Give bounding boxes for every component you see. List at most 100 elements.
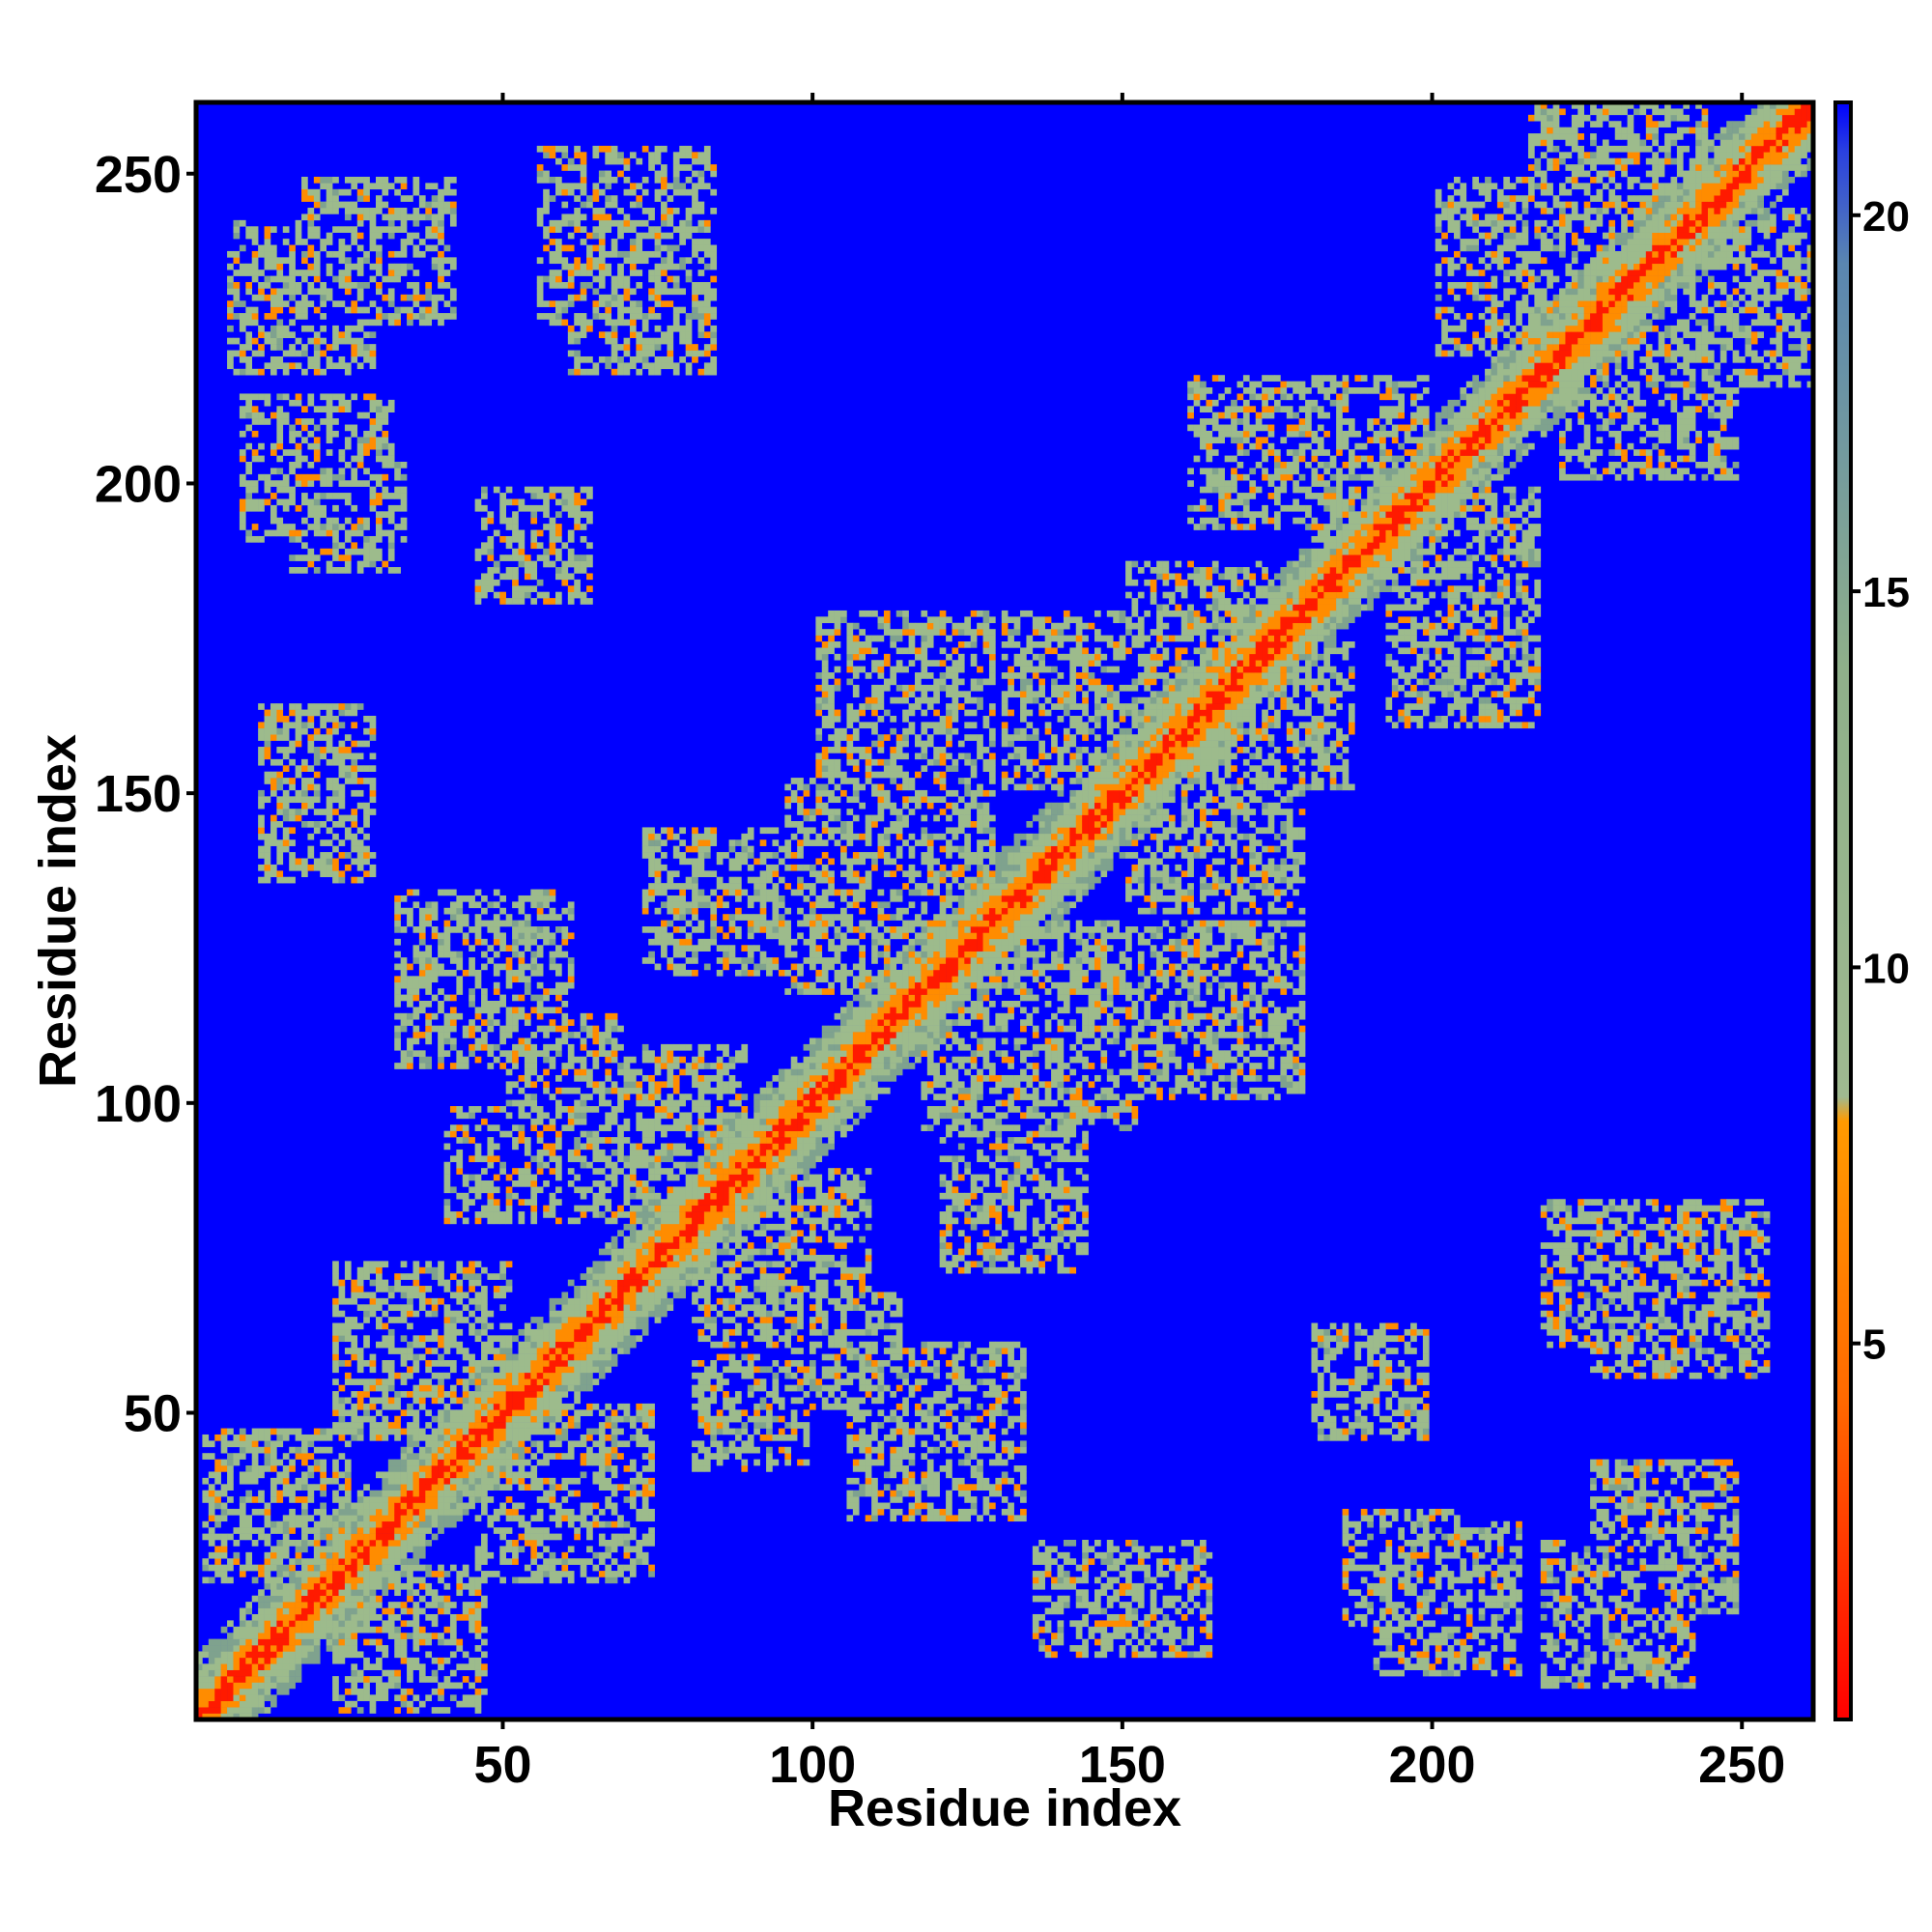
heatmap-cell [289,244,296,252]
heatmap-cell [530,542,538,550]
heatmap-cell [407,1484,413,1491]
heatmap-cell [536,1366,544,1374]
heatmap-cell [276,275,284,283]
heatmap-cell [567,275,575,283]
heatmap-cell [524,1434,531,1441]
heatmap-cell [499,598,506,605]
heatmap-cell [425,1540,433,1547]
heatmap-cell [400,524,408,530]
heatmap-cell [449,957,457,964]
heatmap-cell [555,988,562,995]
heatmap-cell [239,480,246,487]
heatmap-cell [574,1328,581,1336]
heatmap-cell [332,473,339,481]
heatmap-cell [289,1669,296,1677]
heatmap-cell [518,1520,526,1528]
heatmap-cell [412,300,420,307]
heatmap-cell [487,1012,495,1020]
heatmap-cell [412,1341,420,1349]
heatmap-cell [487,1515,495,1522]
heatmap-cell [555,1366,562,1374]
heatmap-cell [449,1186,457,1194]
heatmap-cell [239,1638,246,1646]
heatmap-cell [394,1001,401,1008]
heatmap-cell [586,560,593,568]
heatmap-cell [418,1477,426,1485]
heatmap-cell [356,1626,364,1634]
heatmap-cell [469,1415,475,1423]
heatmap-cell [332,1589,339,1597]
heatmap-cell [382,1391,389,1398]
heatmap-cell [313,1645,321,1652]
heatmap-cell [449,1019,457,1026]
heatmap-cell [505,1546,513,1553]
heatmap-cell [474,1582,482,1590]
heatmap-cell [512,1459,519,1466]
heatmap-cell [512,1434,519,1441]
heatmap-cell [338,337,346,345]
heatmap-cell [245,1633,253,1639]
heatmap-cell [369,1613,377,1621]
heatmap-cell [474,1403,482,1410]
heatmap-cell [530,1403,538,1410]
heatmap-cell [574,579,581,586]
heatmap-cell [276,319,284,327]
heatmap-cell [543,1490,550,1497]
heatmap-cell [239,319,246,327]
heatmap-cell [431,257,439,265]
heatmap-cell [561,1063,569,1069]
heatmap-cell [338,1613,346,1621]
heatmap-cell [394,1571,401,1577]
heatmap-cell [505,1366,513,1374]
heatmap-cell [387,1484,395,1491]
heatmap-cell [295,226,302,233]
heatmap-cell [412,926,420,933]
heatmap-cell [586,1205,593,1212]
heatmap-cell [351,1558,358,1565]
heatmap-cell [425,1633,433,1639]
heatmap-cell [549,988,556,995]
heatmap-cell [580,1459,587,1466]
heatmap-cell [351,1353,358,1361]
heatmap-cell [611,1409,618,1417]
heatmap-cell [431,1415,439,1423]
heatmap-cell [481,895,488,902]
heatmap-cell [344,567,352,574]
heatmap-cell [320,201,327,209]
heatmap-cell [567,1571,575,1577]
heatmap-cell [561,164,569,171]
heatmap-cell [251,368,259,376]
heatmap-cell [481,1428,488,1435]
heatmap-cell [351,1348,358,1354]
heatmap-cell [196,1700,203,1708]
heatmap-cell [227,1496,234,1503]
heatmap-cell [574,1440,581,1448]
heatmap-cell [474,1676,482,1683]
heatmap-cell [258,1682,265,1690]
heatmap-cell [295,337,302,345]
heatmap-cell [320,1508,327,1516]
heatmap-cell [592,1471,600,1479]
heatmap-cell [555,1391,562,1398]
heatmap-cell [449,1384,457,1392]
heatmap-cell [394,1348,401,1354]
heatmap-cell [369,1564,377,1572]
heatmap-cell [394,1317,401,1323]
heatmap-cell [258,1638,265,1646]
heatmap-cell [412,1007,420,1014]
heatmap-cell [493,889,500,896]
heatmap-cell [580,157,587,165]
heatmap-cell [493,1292,500,1299]
heatmap-cell [487,1465,495,1472]
heatmap-cell [530,598,538,605]
heatmap-cell [574,1304,581,1311]
heatmap-cell [598,1366,606,1374]
heatmap-cell [289,1428,296,1435]
heatmap-cell [549,1403,556,1410]
heatmap-cell [518,1050,526,1058]
heatmap-cell [400,1502,408,1510]
heatmap-cell [363,1391,370,1398]
heatmap-cell [443,1286,451,1293]
heatmap-cell [412,1397,420,1405]
heatmap-cell [431,1707,439,1714]
